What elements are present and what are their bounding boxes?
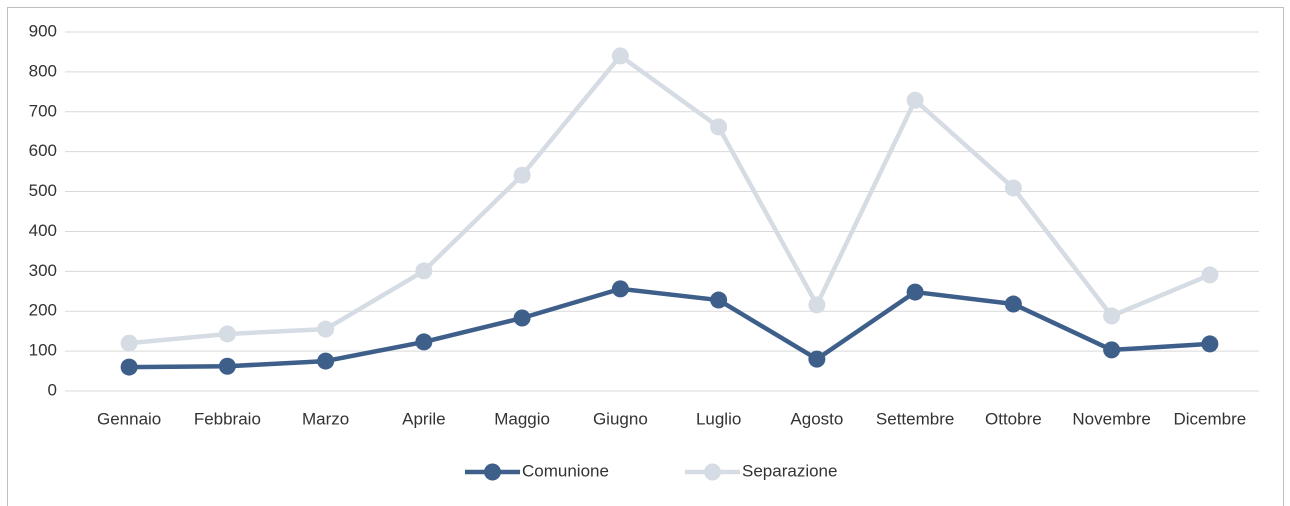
point: [1201, 266, 1219, 284]
y-tick-label: 600: [29, 141, 57, 160]
point: [218, 325, 236, 343]
point: [906, 91, 924, 109]
point: [1201, 335, 1219, 353]
point: [513, 309, 531, 327]
point: [906, 283, 924, 301]
legend-marker: [484, 463, 501, 481]
point: [808, 350, 826, 368]
point: [1103, 307, 1121, 325]
series-line: [128, 53, 1211, 346]
y-tick-label: 200: [29, 301, 57, 320]
legend-marker: [704, 463, 721, 481]
y-tick-label: 0: [48, 380, 57, 399]
point: [611, 280, 629, 298]
point: [1004, 295, 1022, 313]
x-tick-label: Aprile: [402, 409, 445, 428]
chart-frame: [7, 7, 1284, 506]
y-tick-label: 800: [29, 61, 57, 80]
x-tick-label: Marzo: [302, 409, 349, 428]
point: [415, 333, 433, 351]
x-tick-label: Novembre: [1072, 409, 1150, 428]
x-tick-label: Giugno: [593, 409, 648, 428]
x-tick-label: Febbraio: [194, 409, 261, 428]
x-tick-label: Maggio: [494, 409, 550, 428]
point: [120, 358, 138, 376]
legend-label: Separazione: [742, 461, 837, 480]
x-tick-label: Ottobre: [985, 409, 1042, 428]
point: [317, 320, 335, 338]
x-tick-label: Luglio: [696, 409, 741, 428]
x-tick-label: Agosto: [790, 409, 843, 428]
point: [710, 291, 728, 309]
point: [513, 166, 531, 184]
y-tick-label: 300: [29, 261, 57, 280]
legend-label: Comunione: [522, 461, 609, 480]
point: [1004, 179, 1022, 197]
x-tick-label: Settembre: [876, 409, 954, 428]
y-tick-label: 900: [29, 21, 57, 40]
y-tick-label: 500: [29, 181, 57, 200]
point: [1103, 341, 1121, 359]
x-tick-label: Dicembre: [1174, 409, 1247, 428]
point: [317, 352, 335, 370]
point: [710, 118, 728, 136]
point: [808, 296, 826, 314]
series-line: [129, 286, 1211, 370]
y-tick-label: 700: [29, 101, 57, 120]
y-tick-label: 400: [29, 221, 57, 240]
point: [120, 334, 138, 352]
point: [218, 357, 236, 375]
point: [415, 262, 433, 280]
y-tick-label: 100: [29, 341, 57, 360]
x-tick-label: Gennaio: [97, 409, 161, 428]
point: [611, 47, 629, 65]
